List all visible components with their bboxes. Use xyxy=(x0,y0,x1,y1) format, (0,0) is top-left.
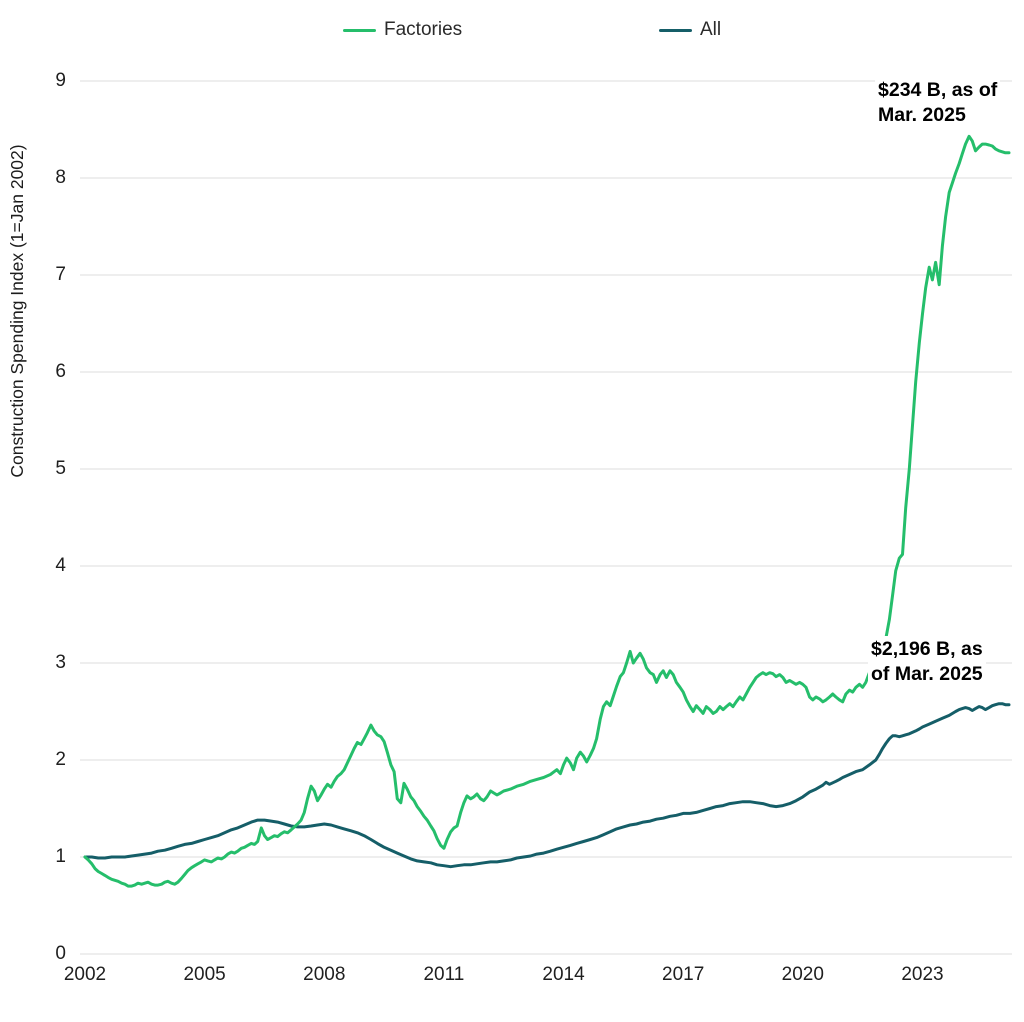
legend-item-all: All xyxy=(659,16,721,44)
x-tick-label-2005: 2005 xyxy=(183,964,226,985)
y-tick-label-6: 6 xyxy=(55,361,66,382)
y-tick-label-5: 5 xyxy=(55,458,66,479)
legend-item-factories: Factories xyxy=(343,16,462,44)
all-annotation-line2: of Mar. 2025 xyxy=(871,663,983,685)
x-tick-label-2020: 2020 xyxy=(781,964,824,985)
legend-label-all: All xyxy=(700,19,722,40)
all-annotation-line1: $2,196 B, as xyxy=(871,638,983,660)
x-tick-label-2002: 2002 xyxy=(63,964,107,985)
y-tick-label-2: 2 xyxy=(55,749,66,770)
y-tick-label-9: 9 xyxy=(55,70,66,91)
y-tick-label-7: 7 xyxy=(55,264,66,285)
x-tick-label-2008: 2008 xyxy=(303,964,346,985)
y-tick-label-0: 0 xyxy=(55,943,66,964)
y-tick-label-3: 3 xyxy=(55,652,66,673)
legend-label-factories: Factories xyxy=(384,19,463,40)
all-value-annotation: $2,196 B, as of Mar. 2025 xyxy=(868,636,986,688)
x-tick-label-2011: 2011 xyxy=(423,964,465,985)
all-line-swatch xyxy=(659,28,692,32)
factories-annotation-line2: Mar. 2025 xyxy=(878,104,966,126)
legend: Factories All xyxy=(0,16,1024,44)
y-tick-label-1: 1 xyxy=(55,846,66,867)
series-line-all xyxy=(83,702,1011,869)
x-tick-label-2014: 2014 xyxy=(542,964,585,985)
y-tick-label-4: 4 xyxy=(55,555,66,576)
x-tick-label-2017: 2017 xyxy=(662,964,705,985)
series-line-factories xyxy=(83,134,1011,888)
factories-value-annotation: $234 B, as of Mar. 2025 xyxy=(875,77,1001,129)
y-tick-label-8: 8 xyxy=(55,167,66,188)
factories-line-swatch xyxy=(343,28,376,32)
factories-annotation-line1: $234 B, as of xyxy=(878,79,998,101)
x-tick-label-2023: 2023 xyxy=(901,964,944,985)
